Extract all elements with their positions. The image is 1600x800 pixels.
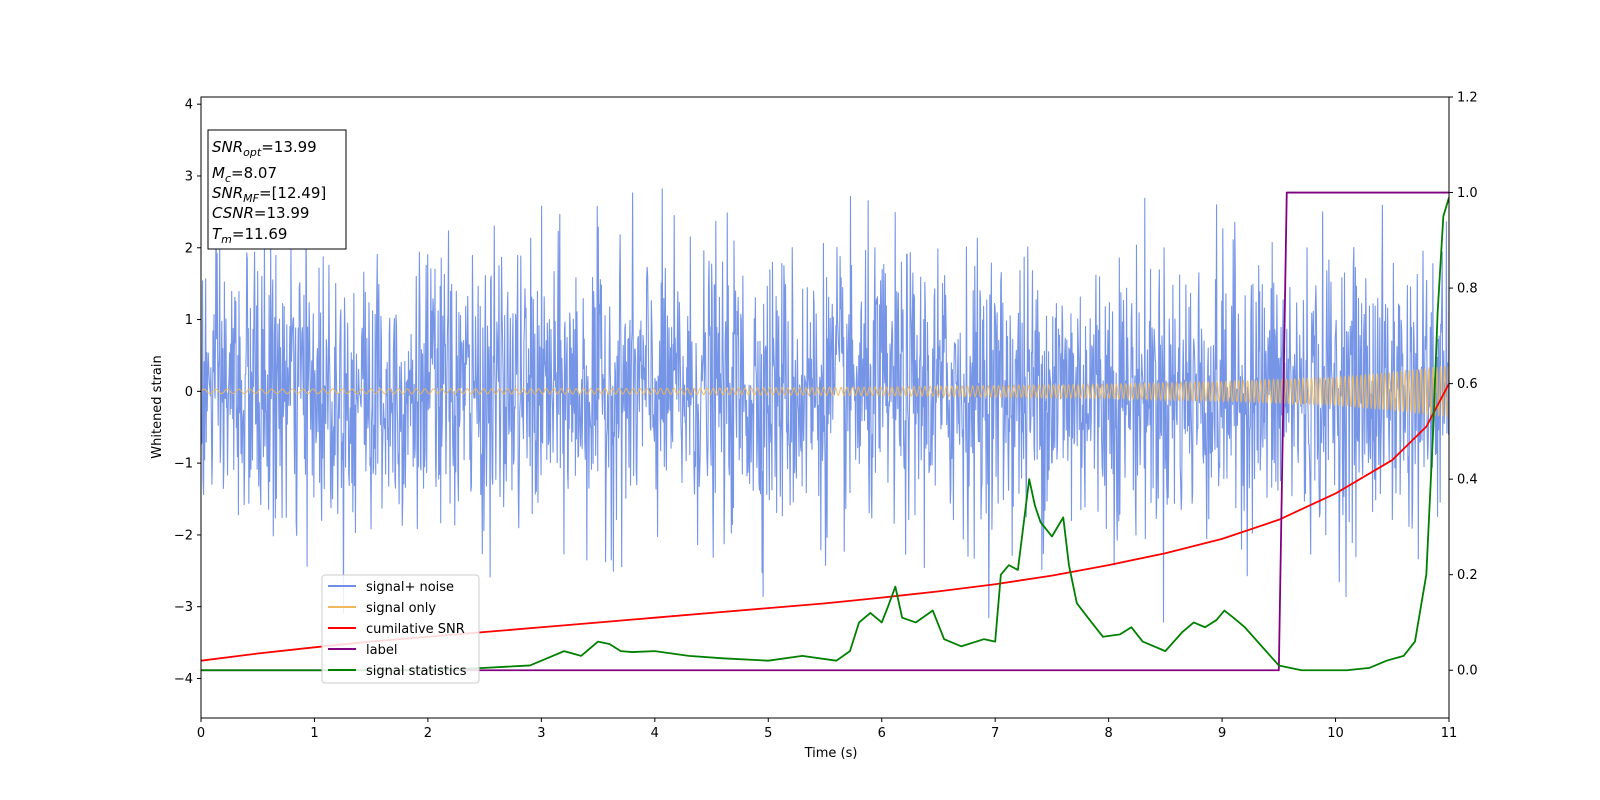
x-tick-label: 8 <box>1104 726 1112 741</box>
annotation-box: SNRopt=13.99 Mc=8.07 SNRMF=[12.49] CSNR=… <box>207 129 347 250</box>
x-tick-label: 1 <box>310 726 318 741</box>
x-tick-label: 5 <box>764 726 772 741</box>
axes-layer: 0 1 2 3 4 5 6 7 8 9 10 11 −4 −3 −2 −1 0 1 2 3 4 0.0 0.2 0.4 0.6 0… <box>174 91 1478 742</box>
y2-tick-label: 0.2 <box>1457 568 1478 583</box>
annotation-snr-opt: SNRopt=13.99 <box>212 138 317 159</box>
x-tick-label: 11 <box>1441 726 1458 741</box>
x-tick-label: 7 <box>991 726 999 741</box>
series-signal-noise <box>201 187 1449 623</box>
annotation-snr-mf: SNRMF=[12.49] <box>212 184 326 205</box>
annotation-csnr: CSNR=13.99 <box>212 204 309 222</box>
y-tick-label: 1 <box>185 313 193 328</box>
x-axis-label: Time (s) <box>804 746 858 761</box>
y-tick-label: −1 <box>174 457 193 472</box>
y2-tick-label: 0.0 <box>1457 664 1478 679</box>
legend-label-signal-only: signal only <box>366 601 436 616</box>
legend: signal+ noise signal only cumilative SNR… <box>321 574 480 684</box>
legend-label-signal-noise: signal+ noise <box>366 580 454 595</box>
y2-tick-label: 1.0 <box>1457 186 1478 201</box>
x-tick-label: 0 <box>197 726 205 741</box>
y-axis-label: Whitened strain <box>150 355 165 458</box>
series-signal-statistics <box>201 197 1449 672</box>
x-tick-label: 10 <box>1327 726 1344 741</box>
legend-label-signal-statistics: signal statistics <box>366 664 467 679</box>
y-tick-label: 4 <box>185 98 193 113</box>
legend-label-cumulative-snr: cumilative SNR <box>366 622 465 637</box>
y2-tick-label: 0.8 <box>1457 282 1478 297</box>
y-tick-label: 2 <box>185 241 193 256</box>
x-tick-label: 6 <box>878 726 886 741</box>
legend-frame <box>321 574 480 684</box>
y-tick-label: −4 <box>174 672 193 687</box>
series-signal-only <box>201 365 1449 418</box>
x-tick-label: 2 <box>424 726 432 741</box>
x-tick-label: 3 <box>537 726 545 741</box>
series-signal-only-layer <box>201 365 1449 418</box>
y2-tick-label: 1.2 <box>1457 91 1478 106</box>
series-signal-noise-layer <box>201 187 1449 623</box>
y2-tick-label: 0.6 <box>1457 377 1478 392</box>
plot-frame <box>200 96 1450 719</box>
annotation-frame <box>207 129 347 250</box>
x-tick-label: 9 <box>1218 726 1226 741</box>
legend-label-label: label <box>366 643 397 658</box>
x-tick-label: 4 <box>651 726 659 741</box>
annotation-tm: Tm=11.69 <box>212 225 287 246</box>
y-tick-label: 0 <box>185 385 193 400</box>
y-tick-label: −3 <box>174 600 193 615</box>
y-tick-label: 3 <box>185 169 193 184</box>
y-tick-label: −2 <box>174 528 193 543</box>
y2-tick-label: 0.4 <box>1457 473 1478 488</box>
series-label <box>201 191 1449 672</box>
annotation-mc: Mc=8.07 <box>212 164 277 185</box>
